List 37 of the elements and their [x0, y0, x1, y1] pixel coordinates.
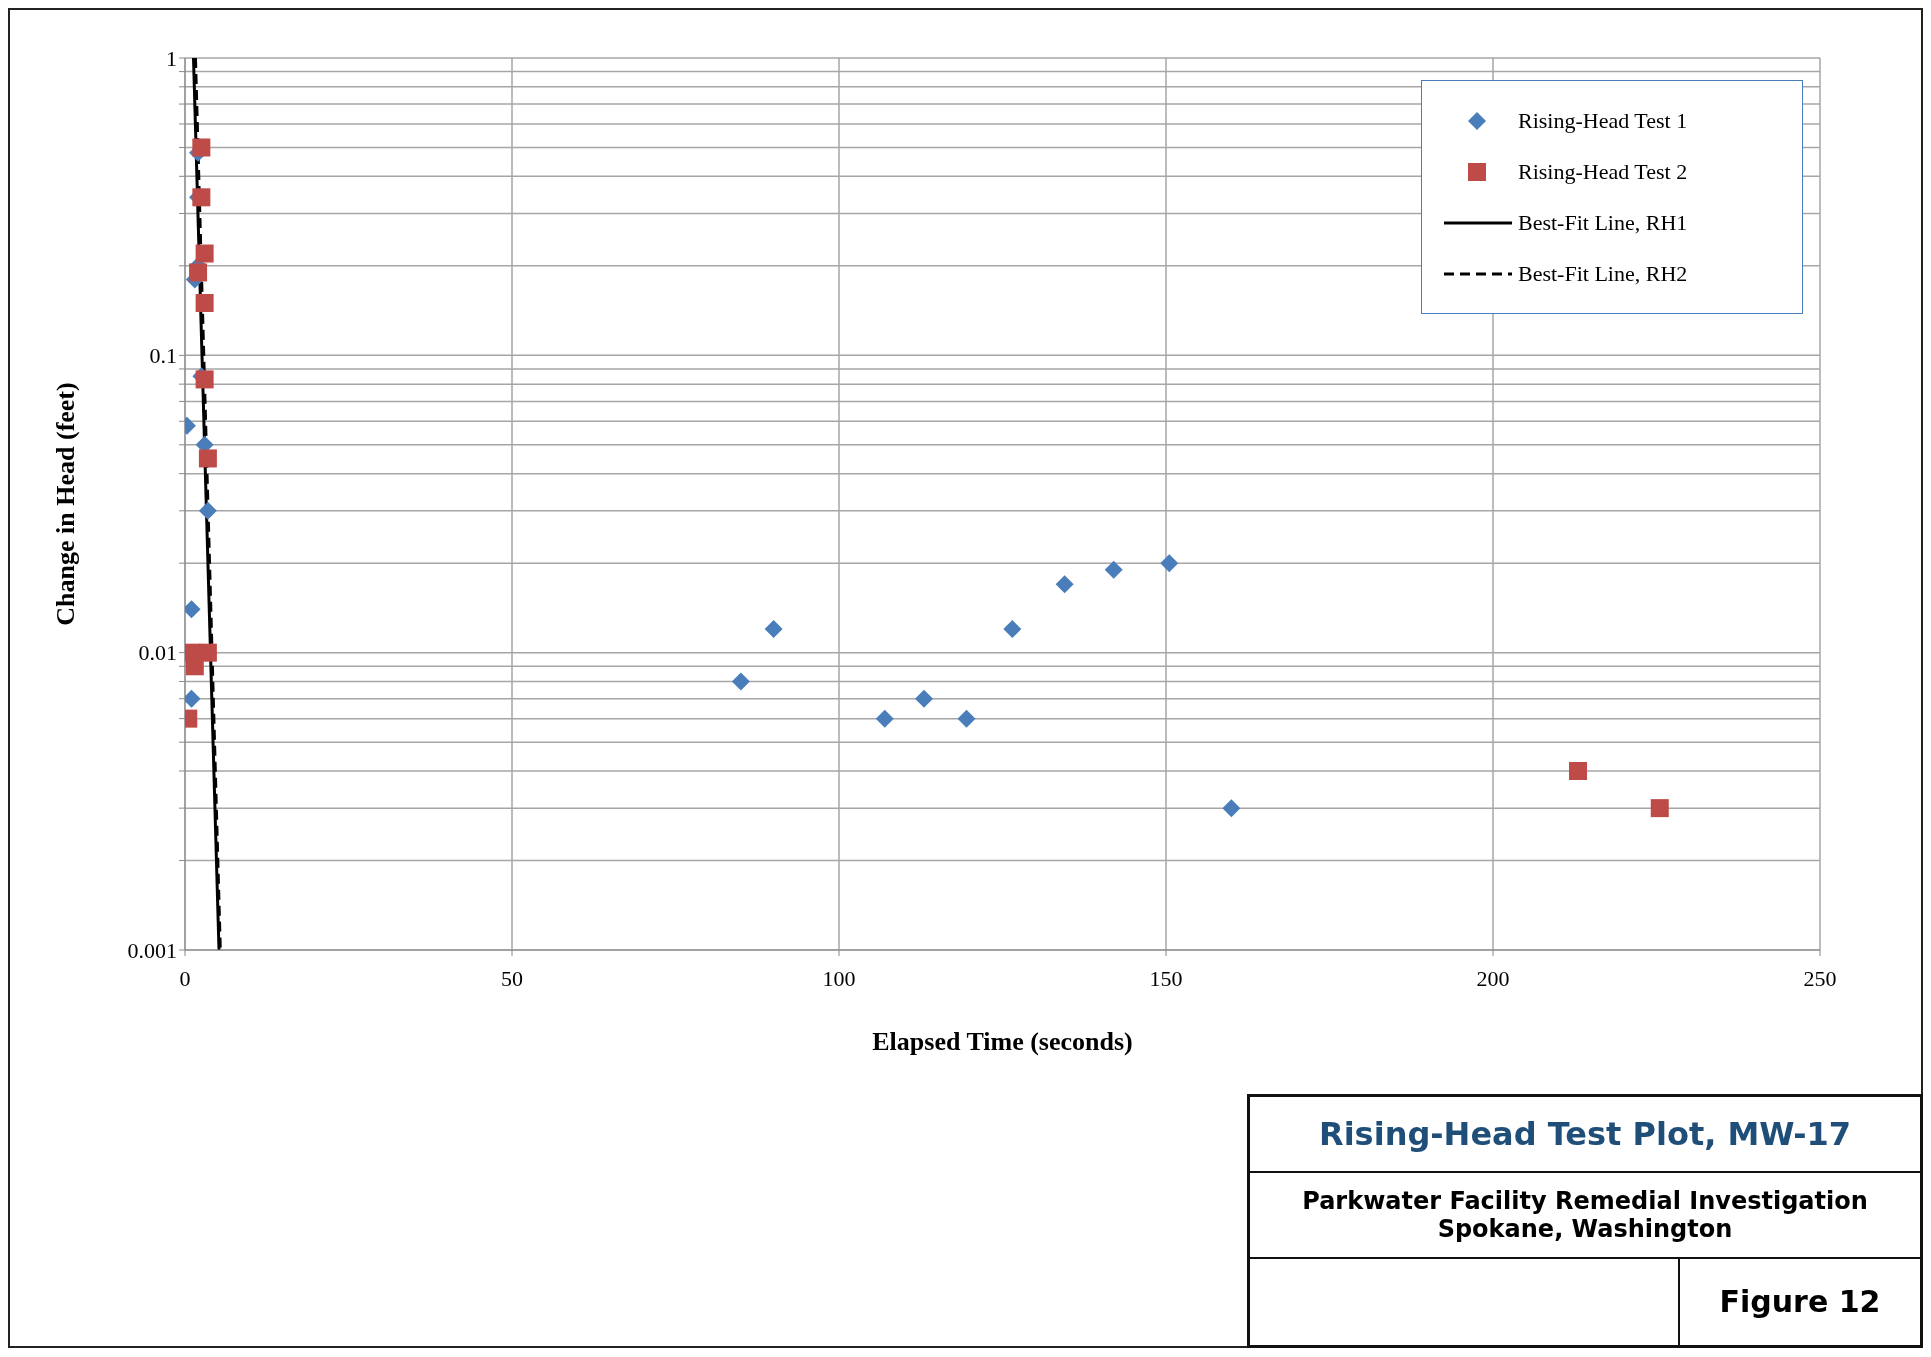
point: [731, 672, 750, 691]
x-tick-label: 200: [1476, 965, 1510, 991]
point: [1160, 554, 1179, 573]
x-tick-label: 0: [179, 965, 191, 991]
point: [198, 643, 217, 662]
legend-label: Best-Fit Line, RH2: [1518, 260, 1688, 287]
point: [1003, 620, 1022, 639]
point: [957, 709, 976, 728]
y-axis-title: Change in Head (feet): [51, 382, 81, 626]
point: [1650, 799, 1669, 818]
legend-label: Rising-Head Test 1: [1518, 107, 1688, 134]
x-axis-title: Elapsed Time (seconds): [872, 1027, 1133, 1056]
y-tick-label: 0.01: [138, 640, 177, 666]
x-tick-label: 100: [822, 965, 856, 991]
y-tick-label: 0.1: [149, 343, 177, 369]
point: [764, 620, 783, 639]
point: [915, 689, 934, 708]
x-tick-label: 150: [1149, 965, 1183, 991]
point: [1055, 575, 1074, 594]
y-tick-label: 0.001: [127, 937, 177, 963]
y-tick-label: 1: [166, 45, 177, 71]
point: [1104, 560, 1123, 579]
x-tick-label: 50: [501, 965, 523, 991]
legend-label: Rising-Head Test 2: [1518, 158, 1688, 185]
point: [189, 263, 208, 282]
caption: Figure 12: [1718, 1283, 1882, 1321]
legend-label: Best-Fit Line, RH1: [1518, 209, 1688, 236]
point: [195, 244, 214, 263]
x-tick-label: 250: [1803, 965, 1837, 991]
point: [875, 709, 894, 728]
point: [198, 501, 217, 520]
point: [195, 293, 214, 312]
title-block: Rising-Head Test Plot, MW-17 Parkwater Facility Remedial Investigation Spokane, Washington Figure 12: [1247, 1094, 1923, 1348]
point: [1569, 761, 1588, 780]
point: [198, 449, 217, 468]
point: [1222, 799, 1241, 818]
point: [192, 138, 211, 157]
